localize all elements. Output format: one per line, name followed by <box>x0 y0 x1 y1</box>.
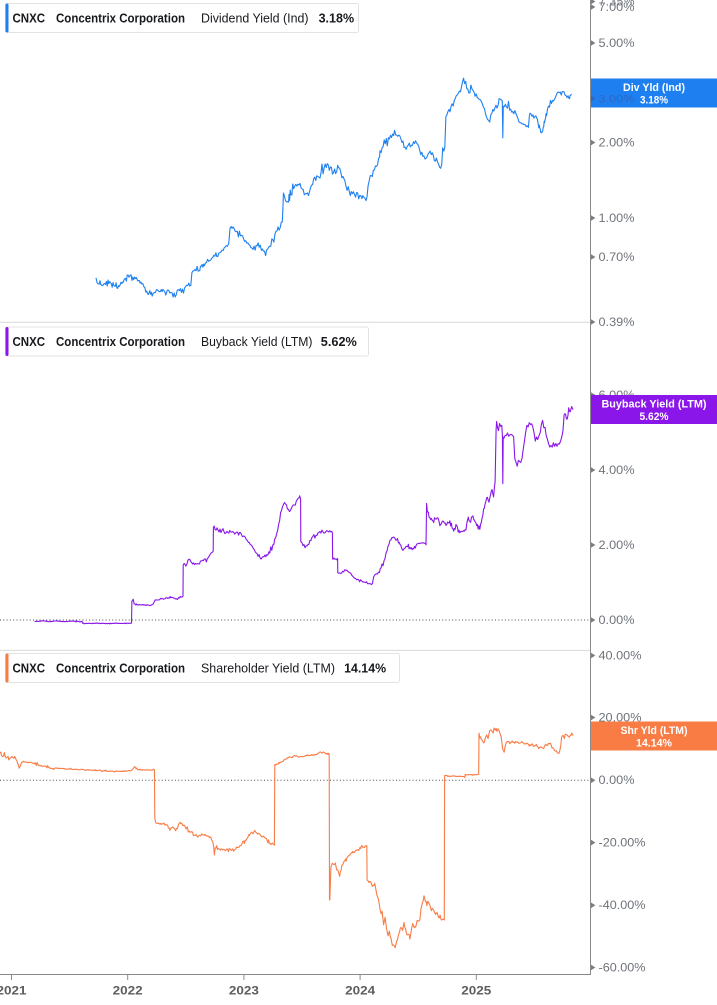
svg-text:0.70%: 0.70% <box>599 250 635 264</box>
svg-text:2025: 2025 <box>461 984 491 998</box>
svg-text:7.00%: 7.00% <box>599 0 635 14</box>
svg-text:20.00%: 20.00% <box>599 710 642 724</box>
svg-text:40.00%: 40.00% <box>599 648 642 662</box>
svg-text:Buyback Yield (LTM): Buyback Yield (LTM) <box>602 399 707 411</box>
svg-text:-40.00%: -40.00% <box>599 898 646 912</box>
svg-text:1.00%: 1.00% <box>599 211 635 225</box>
svg-text:Buyback Yield (LTM): Buyback Yield (LTM) <box>201 335 313 349</box>
svg-text:3.00%: 3.00% <box>599 94 635 106</box>
svg-text:-20.00%: -20.00% <box>599 836 646 850</box>
svg-text:4.00%: 4.00% <box>599 463 635 477</box>
svg-text:2023: 2023 <box>229 984 259 998</box>
svg-text:Concentrix Corporation: Concentrix Corporation <box>56 662 185 676</box>
svg-text:0.00%: 0.00% <box>599 613 635 627</box>
svg-text:5.62%: 5.62% <box>321 335 357 349</box>
svg-text:Shareholder Yield (LTM): Shareholder Yield (LTM) <box>201 662 335 676</box>
svg-text:7.35%: 7.35% <box>599 0 635 9</box>
svg-text:Shr Yld (LTM): Shr Yld (LTM) <box>621 725 688 737</box>
svg-text:Concentrix Corporation: Concentrix Corporation <box>56 335 185 349</box>
svg-text:14.14%: 14.14% <box>636 738 672 750</box>
svg-text:5.62%: 5.62% <box>640 411 669 423</box>
svg-text:Dividend Yield (Ind): Dividend Yield (Ind) <box>201 12 309 26</box>
svg-text:2.00%: 2.00% <box>599 538 635 552</box>
svg-text:0.39%: 0.39% <box>599 315 635 329</box>
svg-text:CNXC: CNXC <box>13 662 46 676</box>
svg-text:CNXC: CNXC <box>13 12 46 26</box>
svg-text:3.18%: 3.18% <box>319 12 355 26</box>
svg-text:2.00%: 2.00% <box>599 135 635 149</box>
svg-text:2021: 2021 <box>0 984 27 998</box>
svg-text:2022: 2022 <box>113 984 143 998</box>
svg-text:0.00%: 0.00% <box>599 773 635 787</box>
svg-text:3.18%: 3.18% <box>640 95 668 107</box>
svg-text:14.14%: 14.14% <box>344 662 386 676</box>
svg-text:Div Yld (Ind): Div Yld (Ind) <box>623 82 685 94</box>
svg-text:Concentrix Corporation: Concentrix Corporation <box>56 12 185 26</box>
svg-text:CNXC: CNXC <box>13 335 46 349</box>
svg-text:2024: 2024 <box>345 984 375 998</box>
svg-text:5.00%: 5.00% <box>599 36 635 50</box>
svg-text:-60.00%: -60.00% <box>599 960 646 974</box>
